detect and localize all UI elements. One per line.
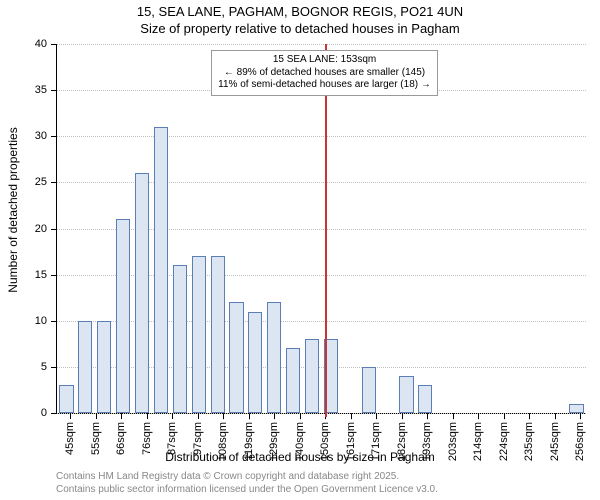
histogram-bar [59,385,73,413]
x-tick-label: 66sqm [115,413,127,455]
y-tick-label: 25 [35,176,57,188]
title-line-2: Size of property relative to detached ho… [0,21,600,38]
x-tick-label: 97sqm [192,413,204,455]
histogram-bar [154,127,168,413]
histogram-bar [173,265,187,413]
plot-area: 051015202530354045sqm55sqm66sqm76sqm87sq… [56,44,586,414]
marker-label-line: 15 SEA LANE: 153sqm [218,54,431,67]
footer-attribution: Contains HM Land Registry data © Crown c… [56,471,438,496]
histogram-bar [192,256,206,413]
histogram-bar [267,302,281,413]
y-tick-label: 30 [35,130,57,142]
y-tick-label: 5 [41,361,57,373]
y-tick-label: 20 [35,223,57,235]
x-tick-label: 76sqm [141,413,153,455]
histogram-bar [286,348,300,413]
histogram-bar [569,404,583,413]
title-block: 15, SEA LANE, PAGHAM, BOGNOR REGIS, PO21… [0,4,600,38]
gridline [57,136,586,137]
histogram-bar [229,302,243,413]
histogram-bar [418,385,432,413]
marker-label-line: ← 89% of detached houses are smaller (14… [218,67,431,80]
histogram-bar [97,321,111,413]
title-line-1: 15, SEA LANE, PAGHAM, BOGNOR REGIS, PO21… [0,4,600,21]
histogram-bar [211,256,225,413]
y-tick-label: 40 [35,38,57,50]
footer-line-1: Contains HM Land Registry data © Crown c… [56,471,438,484]
y-tick-label: 35 [35,84,57,96]
histogram-bar [248,312,262,413]
histogram-bar [116,219,130,413]
histogram-bar [305,339,319,413]
histogram-bar [399,376,413,413]
gridline [57,44,586,45]
x-tick-label: 45sqm [64,413,76,455]
histogram-bar [362,367,376,413]
x-tick-label: 87sqm [166,413,178,455]
x-tick-label: 55sqm [90,413,102,455]
marker-label-line: 11% of semi-detached houses are larger (… [218,79,431,92]
marker-line [325,44,327,417]
chart-container: 15, SEA LANE, PAGHAM, BOGNOR REGIS, PO21… [0,0,600,500]
y-axis-label: Number of detached properties [6,10,20,410]
footer-line-2: Contains public sector information licen… [56,484,438,497]
histogram-bar [135,173,149,413]
x-axis-label: Distribution of detached houses by size … [0,450,600,464]
marker-label: 15 SEA LANE: 153sqm← 89% of detached hou… [211,50,438,96]
y-tick-label: 0 [41,407,57,419]
y-tick-label: 10 [35,315,57,327]
histogram-bar [78,321,92,413]
y-tick-label: 15 [35,269,57,281]
